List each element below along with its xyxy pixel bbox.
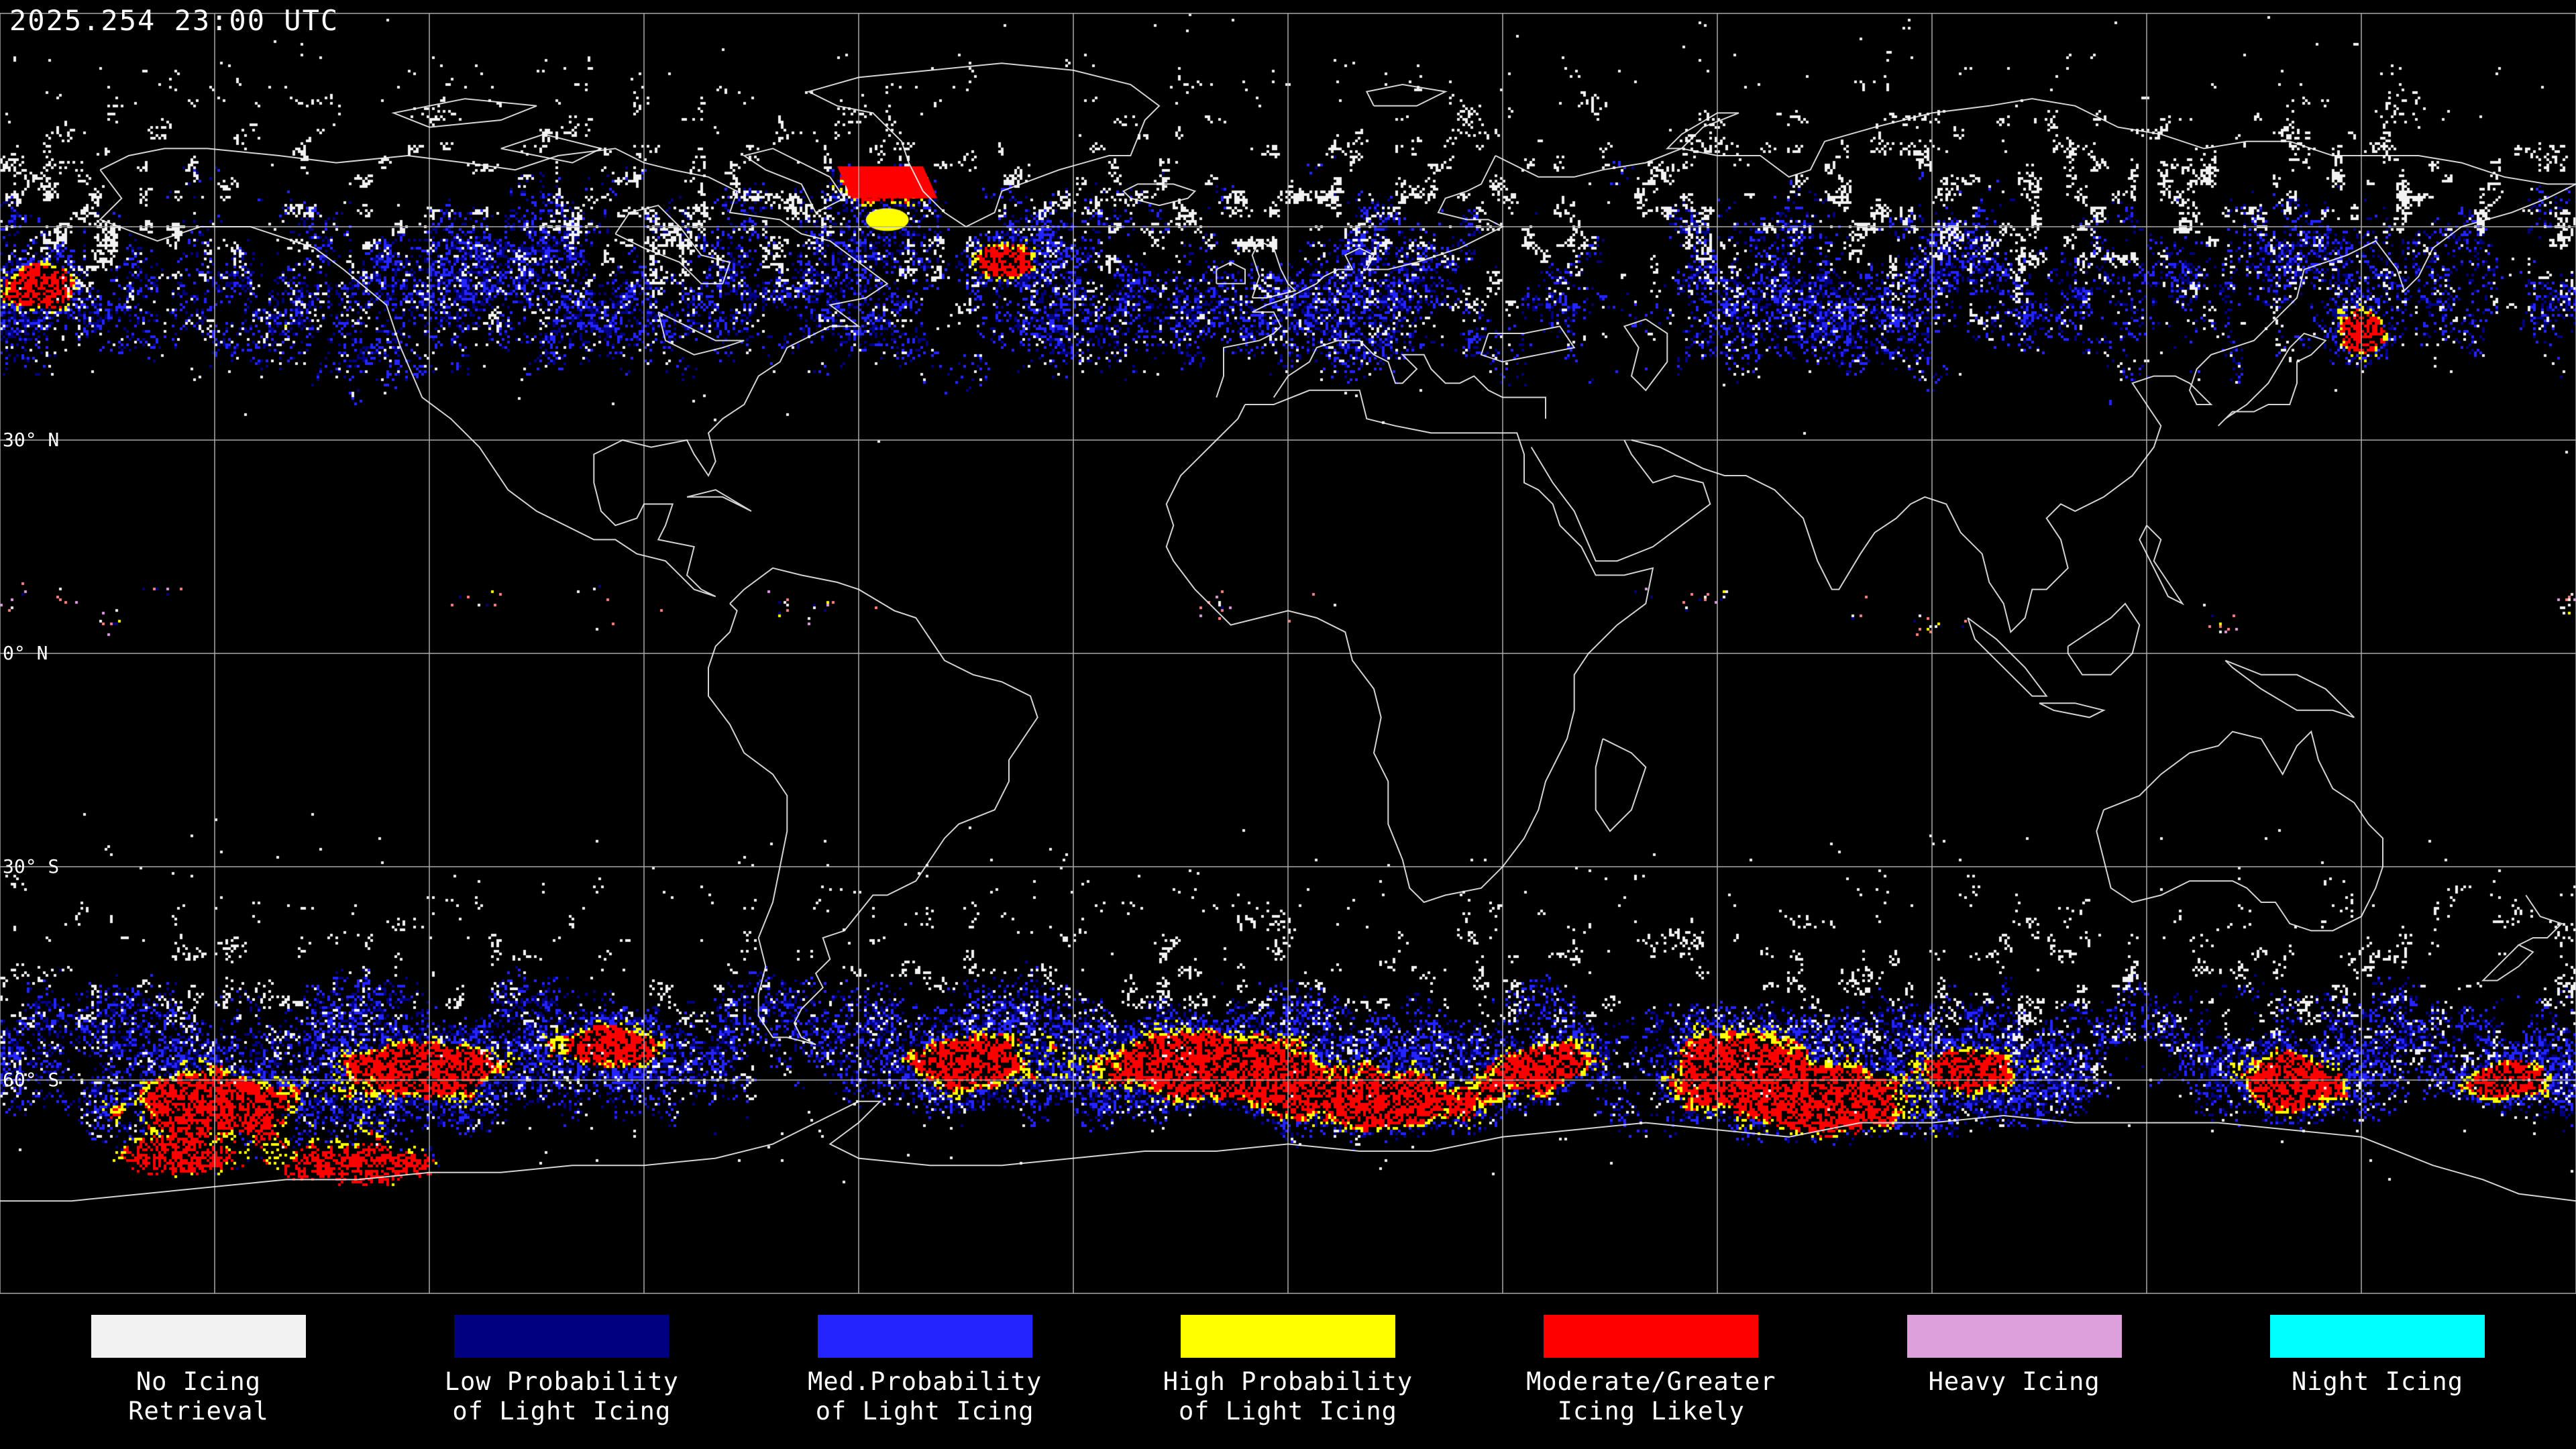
legend-item-med-prob-light-icing: Med.Probability of Light Icing bbox=[764, 1309, 1086, 1449]
legend-swatch-high-prob-light-icing bbox=[1180, 1315, 1395, 1358]
legend-label: No Icing Retrieval bbox=[128, 1367, 268, 1426]
latitude-label: 60° S bbox=[3, 1069, 60, 1091]
legend-item-night-icing: Night Icing bbox=[2216, 1309, 2538, 1449]
legend-swatch-heavy-icing bbox=[1907, 1315, 2122, 1358]
legend-label: Night Icing bbox=[2292, 1367, 2463, 1397]
legend-swatch-med-prob-light-icing bbox=[817, 1315, 1032, 1358]
legend-label: Med.Probability of Light Icing bbox=[808, 1367, 1042, 1426]
legend-label-line: of Light Icing bbox=[815, 1396, 1034, 1426]
legend-label-line: Icing Likely bbox=[1557, 1396, 1745, 1426]
legend-label: Heavy Icing bbox=[1929, 1367, 2100, 1397]
legend-label-line: of Light Icing bbox=[452, 1396, 672, 1426]
legend-label: Moderate/Greater Icing Likely bbox=[1526, 1367, 1776, 1426]
legend-label-line: Night Icing bbox=[2291, 1367, 2463, 1396]
legend-swatch-low-prob-light-icing bbox=[454, 1315, 669, 1358]
timestamp: 2025.254 23:00 UTC bbox=[9, 4, 339, 37]
latitude-label: 30° S bbox=[3, 855, 60, 877]
legend-label-line: Moderate/Greater bbox=[1526, 1367, 1776, 1396]
legend-label-line: Retrieval bbox=[128, 1396, 269, 1426]
legend: No Icing Retrieval Low Probability of Light… bbox=[0, 1309, 2576, 1449]
legend-swatch-moderate-greater-icing bbox=[1544, 1315, 1759, 1358]
legend-label-line: of Light Icing bbox=[1179, 1396, 1397, 1426]
legend-label-line: No Icing bbox=[136, 1367, 262, 1396]
legend-label: Low Probability of Light Icing bbox=[445, 1367, 679, 1426]
legend-item-high-prob-light-icing: High Probability of Light Icing bbox=[1127, 1309, 1449, 1449]
latitude-label: 30° N bbox=[3, 429, 60, 451]
legend-item-heavy-icing: Heavy Icing bbox=[1854, 1309, 2176, 1449]
legend-item-low-prob-light-icing: Low Probability of Light Icing bbox=[400, 1309, 722, 1449]
latitude-label: 0° N bbox=[3, 642, 48, 664]
legend-label-line: Low Probability bbox=[444, 1367, 679, 1396]
legend-label-line: Heavy Icing bbox=[1928, 1367, 2100, 1396]
legend-swatch-night-icing bbox=[2269, 1315, 2485, 1358]
legend-item-moderate-greater-icing: Moderate/Greater Icing Likely bbox=[1490, 1309, 1812, 1449]
legend-label-line: Med.Probability bbox=[808, 1367, 1042, 1396]
legend-label-line: High Probability bbox=[1163, 1367, 1413, 1396]
legend-item-no-icing-retrieval: No Icing Retrieval bbox=[38, 1309, 360, 1449]
legend-swatch-no-icing-retrieval bbox=[91, 1315, 306, 1358]
legend-label: High Probability of Light Icing bbox=[1163, 1367, 1413, 1426]
